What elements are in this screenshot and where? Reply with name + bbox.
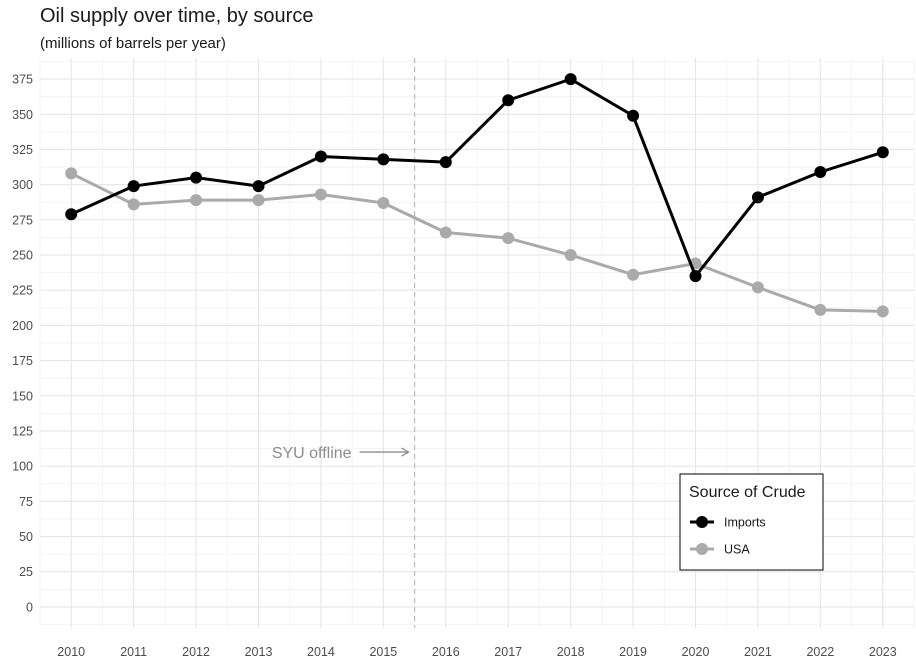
- data-point-imports: [502, 94, 515, 107]
- data-point-imports: [439, 156, 452, 169]
- annotation: SYU offline: [272, 58, 416, 628]
- x-tick-label: 2015: [369, 645, 397, 659]
- x-tick-label: 2012: [182, 645, 210, 659]
- data-point-imports: [252, 180, 265, 193]
- data-point-usa: [252, 194, 265, 207]
- data-point-imports: [751, 191, 764, 204]
- x-tick-label: 2014: [307, 645, 335, 659]
- data-point-imports: [314, 150, 327, 163]
- annotation-label: SYU offline: [272, 445, 352, 462]
- y-tick-label: 25: [19, 565, 33, 579]
- x-tick-label: 2010: [57, 645, 85, 659]
- data-point-usa: [190, 194, 203, 207]
- data-point-usa: [314, 188, 327, 201]
- data-point-usa: [439, 226, 452, 239]
- y-tick-label: 275: [12, 213, 33, 227]
- x-axis-tick-labels: 2010 2011 2012 2013 2014 2015 2016 2017 2018 2019…: [57, 645, 896, 659]
- x-tick-label: 2019: [619, 645, 647, 659]
- data-point-imports: [564, 73, 577, 86]
- legend-label: USA: [724, 543, 750, 557]
- legend-item-imports: Imports: [690, 516, 766, 530]
- y-tick-label: 375: [12, 73, 33, 87]
- chart-title: Oil supply over time, by source: [40, 5, 313, 27]
- major-gridlines: [40, 58, 914, 628]
- x-tick-label: 2017: [494, 645, 522, 659]
- y-tick-label: 75: [19, 495, 33, 509]
- data-point-usa: [814, 303, 827, 316]
- chart-subtitle: (millions of barrels per year): [40, 35, 226, 52]
- legend: Source of Crude Imports USA: [679, 473, 824, 571]
- data-point-imports: [689, 270, 702, 283]
- y-tick-label: 300: [12, 178, 33, 192]
- legend-title: Source of Crude: [689, 484, 806, 501]
- x-tick-label: 2011: [120, 645, 147, 659]
- x-tick-label: 2022: [806, 645, 834, 659]
- series-layer: [65, 73, 889, 318]
- y-tick-label: 325: [12, 143, 33, 157]
- data-point-usa: [627, 268, 640, 281]
- data-point-imports: [627, 109, 640, 122]
- data-point-imports: [190, 171, 203, 184]
- data-point-usa: [127, 198, 140, 211]
- legend-item-usa: USA: [690, 543, 750, 557]
- data-point-imports: [814, 166, 827, 178]
- series-usa: [65, 167, 889, 318]
- annotation-arrowhead: [401, 447, 410, 457]
- y-tick-label: 175: [12, 354, 33, 368]
- minor-gridlines: [39, 58, 915, 628]
- y-tick-label: 200: [12, 319, 33, 333]
- y-tick-label: 250: [12, 249, 33, 263]
- legend-items: Imports USA: [690, 516, 766, 557]
- legend-swatch-point: [696, 543, 708, 555]
- x-tick-label: 2016: [432, 645, 460, 659]
- y-tick-label: 350: [12, 108, 33, 122]
- y-tick-label: 100: [12, 460, 33, 474]
- series-imports: [65, 73, 889, 283]
- x-tick-label: 2020: [682, 645, 710, 659]
- data-point-imports: [65, 208, 78, 221]
- x-tick-label: 2018: [557, 645, 585, 659]
- data-point-imports: [876, 146, 889, 159]
- x-tick-label: 2021: [744, 645, 772, 659]
- x-tick-label: 2013: [245, 645, 273, 659]
- y-tick-label: 225: [12, 284, 33, 298]
- y-axis-tick-labels: 0 25 50 75 100 125 150 175 200 225 250 275 300 325 350…: [12, 73, 33, 615]
- y-tick-label: 125: [12, 424, 33, 438]
- series-line-imports: [70, 77, 884, 278]
- legend-swatch-point: [696, 516, 708, 528]
- y-tick-label: 150: [12, 389, 33, 403]
- legend-label: Imports: [724, 516, 766, 530]
- series-line-usa: [70, 172, 883, 313]
- data-point-usa: [377, 196, 390, 209]
- data-point-usa: [502, 232, 515, 245]
- x-tick-label: 2023: [869, 645, 897, 659]
- data-point-usa: [564, 249, 577, 262]
- data-point-imports: [127, 180, 140, 193]
- data-point-imports: [377, 153, 390, 166]
- data-point-usa: [65, 167, 78, 180]
- data-point-usa: [751, 281, 764, 294]
- y-tick-label: 0: [26, 600, 33, 614]
- y-tick-label: 50: [19, 530, 33, 544]
- data-point-usa: [876, 305, 889, 318]
